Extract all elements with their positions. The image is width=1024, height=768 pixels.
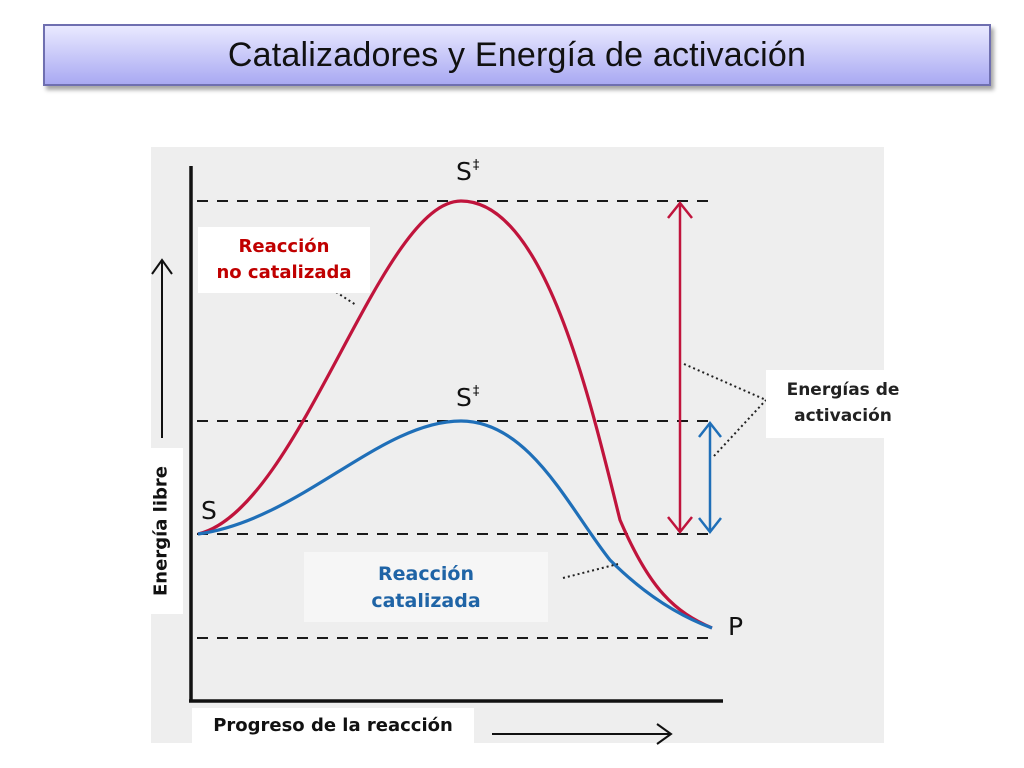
label-catalyzed-line1: Reacción (378, 563, 474, 585)
y-direction-arrow (151, 258, 173, 438)
transition-mark-uncatalyzed: ‡ (472, 158, 480, 173)
x-direction-arrow (492, 723, 673, 745)
product-label: P (728, 612, 744, 641)
label-activation-energies: Energías de activación (766, 370, 920, 438)
title-banner: Catalizadores y Energía de activación (43, 24, 991, 86)
substrate-label: S (201, 496, 217, 525)
y-axis-label-box: Energía libre (139, 448, 183, 614)
label-uncatalyzed-line1: Reacción (238, 236, 330, 257)
y-axis-label: Energía libre (150, 466, 172, 596)
label-activation-line2: activación (794, 406, 892, 426)
transition-mark-catalyzed: ‡ (472, 384, 480, 399)
transition-state-uncatalyzed-label: S‡ (456, 157, 479, 186)
activation-arrow-uncatalyzed (667, 200, 693, 535)
leader-activation-uncatalyzed (683, 363, 767, 401)
label-uncatalyzed-reaction: Reacción no catalizada (198, 227, 370, 293)
leader-catalyzed (562, 563, 619, 579)
label-activation-line1: Energías de (786, 380, 900, 400)
transition-state-uncatalyzed-letter: S (456, 157, 472, 186)
label-catalyzed-reaction: Reacción catalizada (304, 552, 548, 622)
activation-arrow-catalyzed (698, 420, 722, 535)
leader-uncatalyzed (335, 291, 357, 306)
uncatalyzed-curve (197, 199, 713, 630)
transition-state-catalyzed-letter: S (456, 383, 472, 412)
catalyzed-curve (197, 419, 713, 630)
page-title: Catalizadores y Energía de activación (227, 35, 807, 74)
label-uncatalyzed-line2: no catalizada (216, 262, 352, 283)
transition-state-catalyzed-label: S‡ (456, 383, 479, 412)
leader-activation-catalyzed (713, 399, 767, 457)
x-axis-label: Progreso de la reacción (192, 708, 474, 744)
label-catalyzed-line2: catalizada (371, 590, 481, 612)
